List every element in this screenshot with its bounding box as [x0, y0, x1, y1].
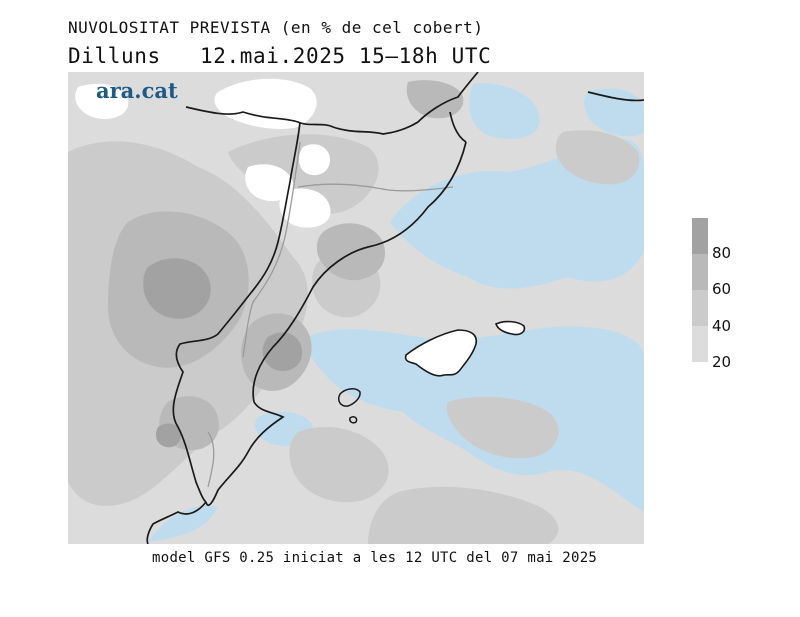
map-title: NUVOLOSITAT PREVISTA (en % de cel cobert… — [68, 18, 484, 37]
island-formentera — [349, 416, 358, 424]
region-borders — [207, 141, 454, 488]
legend-label-40: 40 — [712, 317, 732, 335]
legend-swatch-60 — [692, 254, 708, 290]
legend-swatch-40 — [692, 290, 708, 326]
cloud-cover-map: ara.cat — [68, 72, 644, 544]
island-menorca — [495, 320, 526, 336]
cloud-cover-legend: 80 60 40 20 — [692, 218, 772, 371]
legend-label-20: 20 — [712, 353, 732, 371]
legend-swatch-20 — [692, 326, 708, 362]
island-mallorca — [404, 329, 478, 377]
very-heavy-cloud-areas — [143, 258, 303, 448]
forecast-datetime: 12.mai.2025 15–18h UTC — [200, 44, 492, 68]
legend-label-60: 60 — [712, 280, 732, 298]
island-eivissa — [337, 388, 361, 407]
forecast-day: Dilluns — [68, 44, 161, 68]
map-svg: ara.cat — [68, 72, 644, 544]
forecast-period: Dilluns 12.mai.2025 15–18h UTC — [68, 44, 491, 68]
legend-swatch-80 — [692, 218, 708, 254]
coastline-and-borders — [146, 72, 644, 544]
model-info-footer: model GFS 0.25 iniciat a les 12 UTC del … — [152, 550, 598, 566]
legend-label-80: 80 — [712, 244, 732, 262]
clear-sky-land-areas — [75, 78, 331, 228]
ara-cat-logo: ara.cat — [96, 78, 178, 103]
